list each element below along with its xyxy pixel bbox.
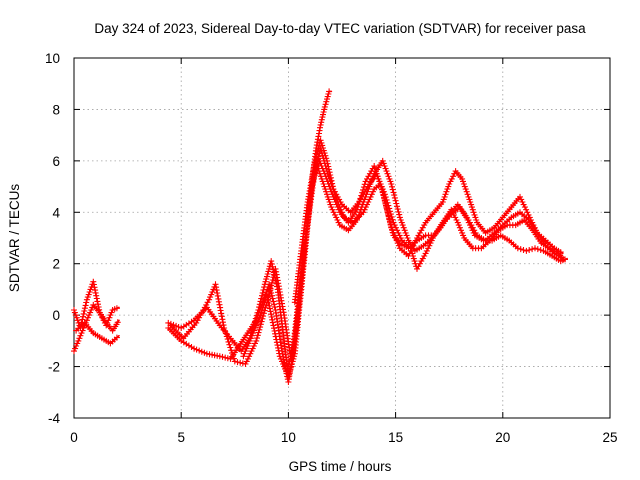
series-points	[71, 301, 121, 355]
y-tick-label: 6	[52, 154, 60, 169]
x-axis-label: GPS time / hours	[289, 459, 392, 474]
series-points	[73, 319, 120, 347]
series-trace-3	[73, 319, 120, 347]
x-tick-label: 5	[177, 430, 185, 445]
series-line	[167, 147, 566, 383]
y-tick-label: 8	[52, 102, 60, 117]
x-tick-label: 15	[388, 430, 403, 445]
x-tick-label: 20	[495, 430, 510, 445]
x-tick-label: 10	[281, 430, 296, 445]
y-tick-label: 2	[52, 257, 60, 272]
grid	[74, 58, 610, 418]
series-trace-2	[71, 301, 121, 355]
x-tick-label: 25	[602, 430, 617, 445]
y-tick-label: -4	[48, 411, 60, 426]
series-points	[291, 137, 564, 306]
chart-title: Day 324 of 2023, Sidereal Day-to-day VTE…	[94, 21, 586, 36]
plot-frame	[73, 57, 611, 419]
y-tick-label: 4	[52, 205, 60, 220]
axis-ticks: 0 5 10 15 20 25 -4 -2 0 2 4 6 8 10	[45, 51, 618, 445]
data-series	[71, 88, 568, 385]
x-tick-label: 0	[70, 430, 78, 445]
series-trace-1	[71, 278, 120, 331]
series-line	[73, 280, 120, 329]
series-trace-8	[291, 137, 564, 306]
y-tick-label: 10	[45, 51, 60, 66]
y-tick-label: -2	[48, 360, 60, 375]
y-axis-label: SDTVAR / TECUs	[7, 184, 22, 293]
y-tick-label: 0	[52, 308, 60, 323]
